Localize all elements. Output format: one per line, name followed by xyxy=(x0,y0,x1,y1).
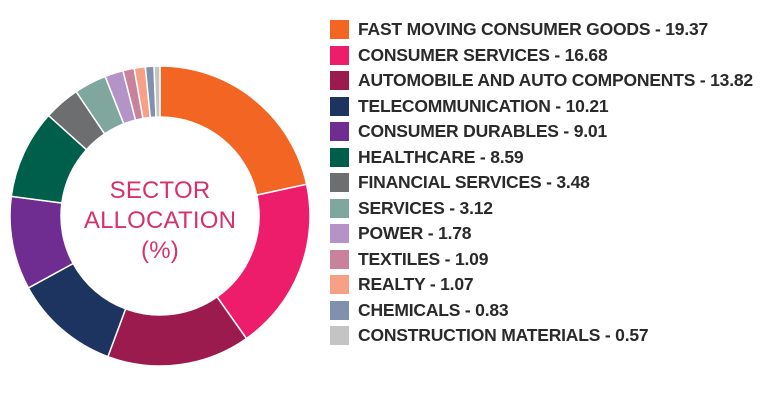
sector-donut-chart xyxy=(9,65,311,367)
legend-item: HEALTHCARE - 8.59 xyxy=(330,145,760,171)
legend-item: CONSUMER DURABLES - 9.01 xyxy=(330,119,760,145)
legend-item: CHEMICALS - 0.83 xyxy=(330,298,760,324)
legend-swatch xyxy=(330,147,349,167)
legend-swatch xyxy=(330,198,349,218)
legend-label: FINANCIAL SERVICES - 3.48 xyxy=(358,172,590,192)
legend-swatch xyxy=(330,224,349,243)
legend-label: POWER - 1.78 xyxy=(358,223,472,243)
legend-swatch xyxy=(330,326,349,345)
legend-swatch xyxy=(330,300,349,320)
legend-item: REALTY - 1.07 xyxy=(330,272,760,298)
center-label-line-3: (%) xyxy=(141,237,179,264)
legend-swatch xyxy=(330,275,349,294)
legend-item: CONSUMER SERVICES - 16.68 xyxy=(330,43,760,69)
legend-label: TELECOMMUNICATION - 10.21 xyxy=(358,95,609,116)
legend-item: POWER - 1.78 xyxy=(330,221,760,247)
legend-item: FINANCIAL SERVICES - 3.48 xyxy=(330,170,760,196)
legend-swatch xyxy=(330,122,349,141)
chart-center-label: SECTOR ALLOCATION (%) xyxy=(63,176,257,266)
chart-legend: FAST MOVING CONSUMER GOODS - 19.37 CONSUM… xyxy=(330,17,760,349)
legend-label: REALTY - 1.07 xyxy=(358,274,474,294)
legend-item: SERVICES - 3.12 xyxy=(330,196,760,222)
legend-swatch xyxy=(330,173,349,192)
legend-label: AUTOMOBILE AND AUTO COMPONENTS - 13.82 xyxy=(358,70,753,90)
legend-item: TELECOMMUNICATION - 10.21 xyxy=(330,94,760,120)
legend-label: CHEMICALS - 0.83 xyxy=(358,299,509,320)
legend-label: CONSUMER DURABLES - 9.01 xyxy=(358,121,607,141)
legend-swatch xyxy=(330,45,349,65)
center-label-line-1: SECTOR xyxy=(109,177,211,204)
legend-label: CONSTRUCTION MATERIALS - 0.57 xyxy=(358,325,649,345)
legend-swatch xyxy=(330,249,349,269)
legend-label: FAST MOVING CONSUMER GOODS - 19.37 xyxy=(358,19,709,39)
legend-item: AUTOMOBILE AND AUTO COMPONENTS - 13.82 xyxy=(330,68,760,94)
legend-swatch xyxy=(330,20,349,39)
legend-item: FAST MOVING CONSUMER GOODS - 19.37 xyxy=(330,17,760,43)
legend-swatch xyxy=(330,96,349,116)
legend-item: TEXTILES - 1.09 xyxy=(330,247,760,273)
legend-label: CONSUMER SERVICES - 16.68 xyxy=(358,44,608,65)
donut-slice-13 xyxy=(153,65,161,118)
legend-swatch xyxy=(330,71,349,90)
legend-item: CONSTRUCTION MATERIALS - 0.57 xyxy=(330,323,760,349)
legend-label: TEXTILES - 1.09 xyxy=(358,248,489,269)
legend-label: SERVICES - 3.12 xyxy=(358,197,493,218)
center-label-line-2: ALLOCATION xyxy=(83,207,237,234)
legend-label: HEALTHCARE - 8.59 xyxy=(358,146,524,167)
